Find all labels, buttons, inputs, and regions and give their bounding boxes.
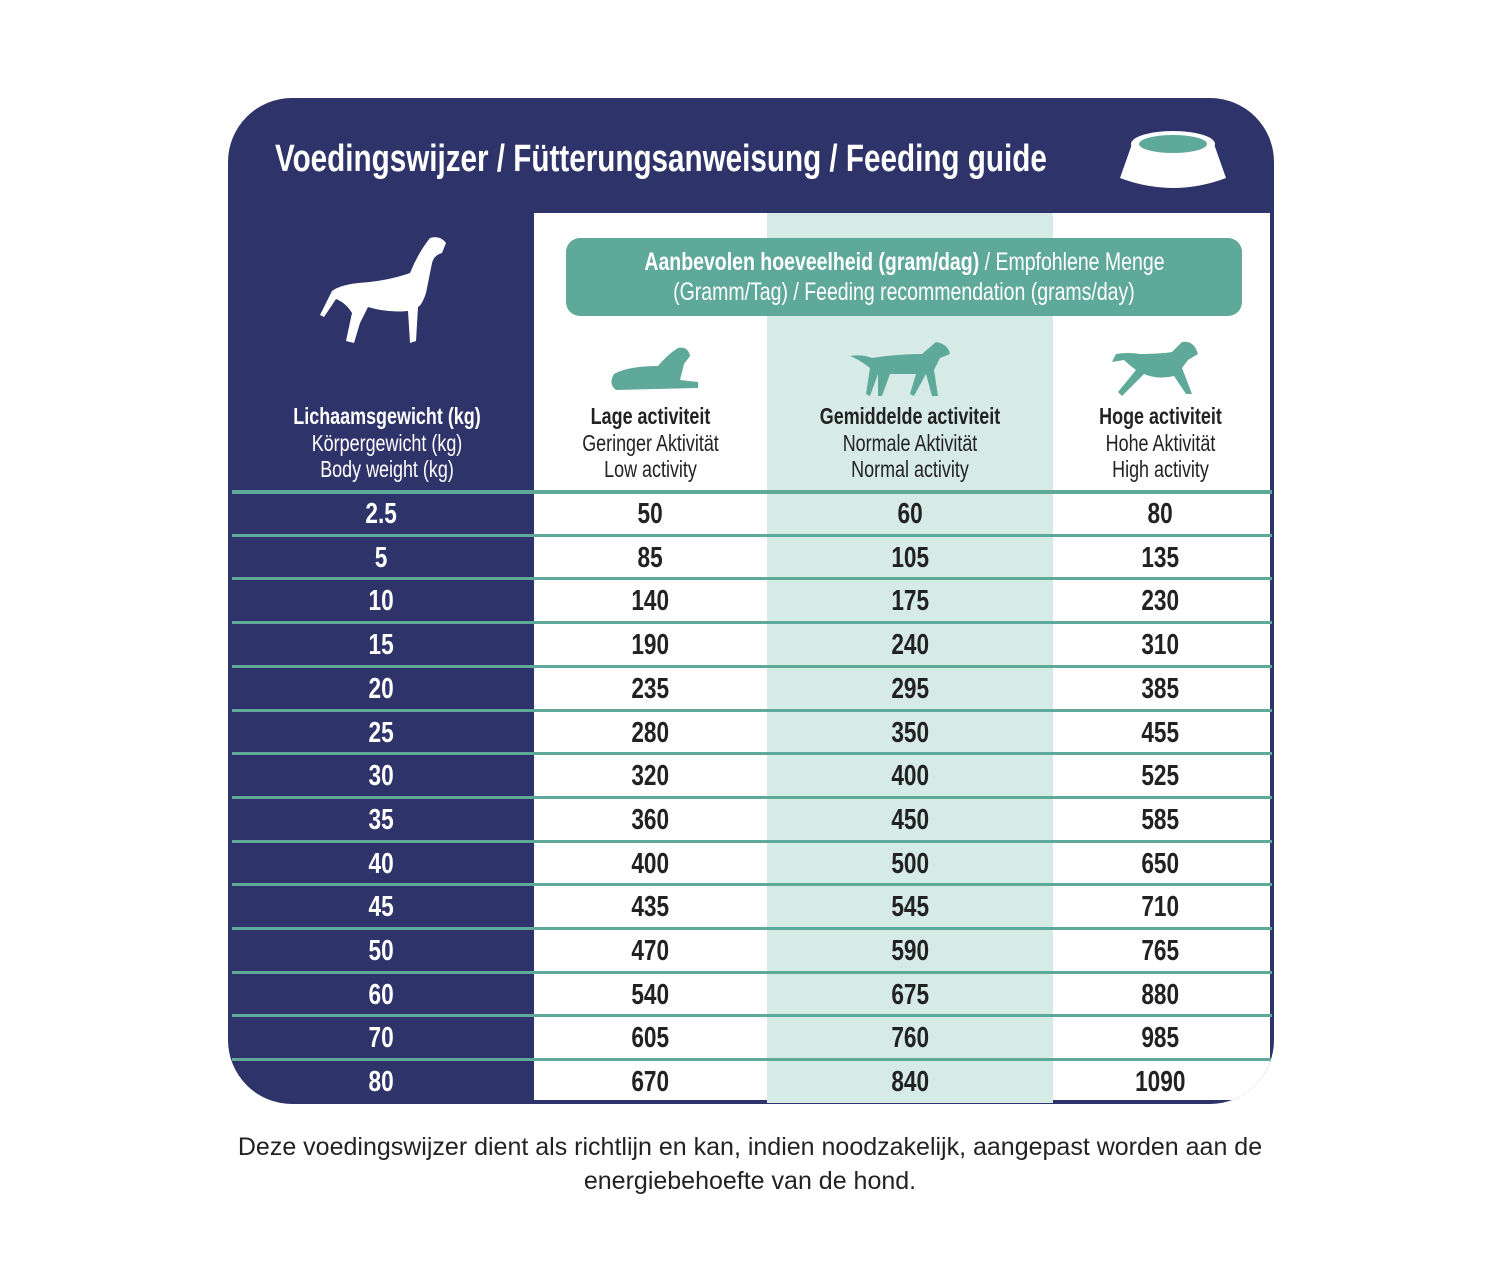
row-divider (232, 795, 1272, 799)
amount-cell: 140 (631, 585, 670, 618)
amount-cell: 500 (891, 847, 929, 880)
amount-cell: 450 (891, 803, 929, 836)
amount-cell: 840 (891, 1066, 929, 1099)
row-divider (232, 752, 1272, 756)
row-divider (232, 839, 1272, 843)
amount-cell: 175 (891, 585, 929, 618)
amount-cell: 85 (637, 541, 664, 574)
amount-cell: 310 (1141, 629, 1180, 662)
amount-cell: 350 (891, 716, 929, 749)
feeding-guide-card: Voedingswijzer / Fütterungsanweisung / F… (228, 98, 1274, 1104)
amount-cell: 190 (631, 629, 670, 662)
row-divider (232, 490, 1272, 494)
footer-note: Deze voedingswijzer dient als richtlijn … (237, 1133, 1263, 1195)
body-weight-cell: 50 (368, 935, 394, 967)
body-weight-cell: 5 (374, 541, 388, 574)
row-divider (232, 708, 1272, 712)
amount-cell: 435 (631, 891, 670, 924)
amount-cell: 295 (891, 672, 929, 705)
amount-cell: 80 (1147, 498, 1174, 530)
food-bowl-icon (1120, 131, 1226, 188)
amount-cell: 105 (891, 541, 929, 574)
amount-cell: 320 (631, 760, 670, 793)
amount-cell: 230 (1141, 585, 1180, 618)
header-high-activity: Hoge activiteit Hohe Aktivität High activi… (1099, 403, 1222, 482)
amount-cell: 765 (1141, 935, 1180, 967)
amount-cell: 1090 (1135, 1066, 1186, 1099)
amount-cell: 470 (631, 935, 670, 967)
amount-cell: 590 (891, 935, 929, 967)
body-weight-cell: 45 (368, 891, 394, 924)
amount-cell: 400 (891, 760, 929, 793)
amount-cell: 400 (631, 847, 670, 880)
row-divider (232, 664, 1272, 668)
amount-cell: 760 (891, 1022, 929, 1055)
walking-dog-icon (850, 342, 950, 396)
amount-cell: 455 (1141, 716, 1180, 749)
body-weight-cell: 60 (368, 978, 394, 1011)
header-low-activity: Lage activiteit Geringer Aktivität Low act… (582, 403, 719, 482)
body-weight-cell: 20 (368, 672, 394, 705)
amount-cell: 235 (631, 672, 670, 705)
recommendation-banner: Aanbevolen hoeveelheid (gram/dag) / Empf… (566, 238, 1242, 316)
body-weight-cell: 2.5 (365, 498, 397, 530)
amount-cell: 605 (631, 1022, 670, 1055)
amount-cell: 710 (1141, 891, 1180, 924)
amount-cell: 540 (631, 978, 670, 1011)
body-weight-cell: 70 (368, 1022, 394, 1055)
header-normal-activity: Gemiddelde activiteit Normale Aktivität No… (819, 403, 1001, 482)
amount-cell: 985 (1141, 1022, 1180, 1055)
body-weight-cell: 15 (368, 629, 394, 662)
amount-cell: 135 (1141, 541, 1180, 574)
amount-cell: 545 (891, 891, 929, 924)
body-weight-cell: 40 (368, 847, 394, 880)
row-divider (232, 577, 1272, 581)
amount-cell: 650 (1141, 847, 1180, 880)
running-dog-icon (1112, 341, 1198, 396)
amount-cell: 360 (631, 803, 670, 836)
row-divider (232, 1058, 1272, 1062)
body-weight-cell: 10 (368, 585, 394, 618)
row-divider (232, 883, 1272, 887)
standing-dog-icon (320, 237, 446, 343)
row-divider (232, 621, 1272, 625)
amount-cell: 675 (891, 978, 929, 1011)
row-divider (232, 927, 1272, 930)
lying-dog-icon (611, 347, 698, 390)
amount-cell: 670 (631, 1066, 670, 1099)
amount-cell: 585 (1141, 803, 1180, 836)
amount-cell: 60 (897, 498, 923, 530)
amount-cell: 525 (1141, 760, 1180, 793)
body-weight-cell: 30 (368, 760, 394, 793)
body-weight-cell: 25 (368, 716, 394, 749)
amount-cell: 385 (1141, 672, 1180, 705)
header-body-weight: Lichaamsgewicht (kg) Körpergewicht (kg) Bo… (293, 403, 481, 482)
amount-cell: 240 (891, 629, 929, 662)
body-weight-cell: 80 (368, 1066, 394, 1099)
amount-cell: 880 (1141, 978, 1180, 1011)
amount-cell: 50 (637, 498, 664, 530)
body-weight-cell: 35 (368, 803, 394, 836)
row-divider (232, 970, 1272, 974)
row-divider (232, 1014, 1272, 1018)
amount-cell: 280 (631, 716, 670, 749)
row-divider (232, 533, 1272, 537)
